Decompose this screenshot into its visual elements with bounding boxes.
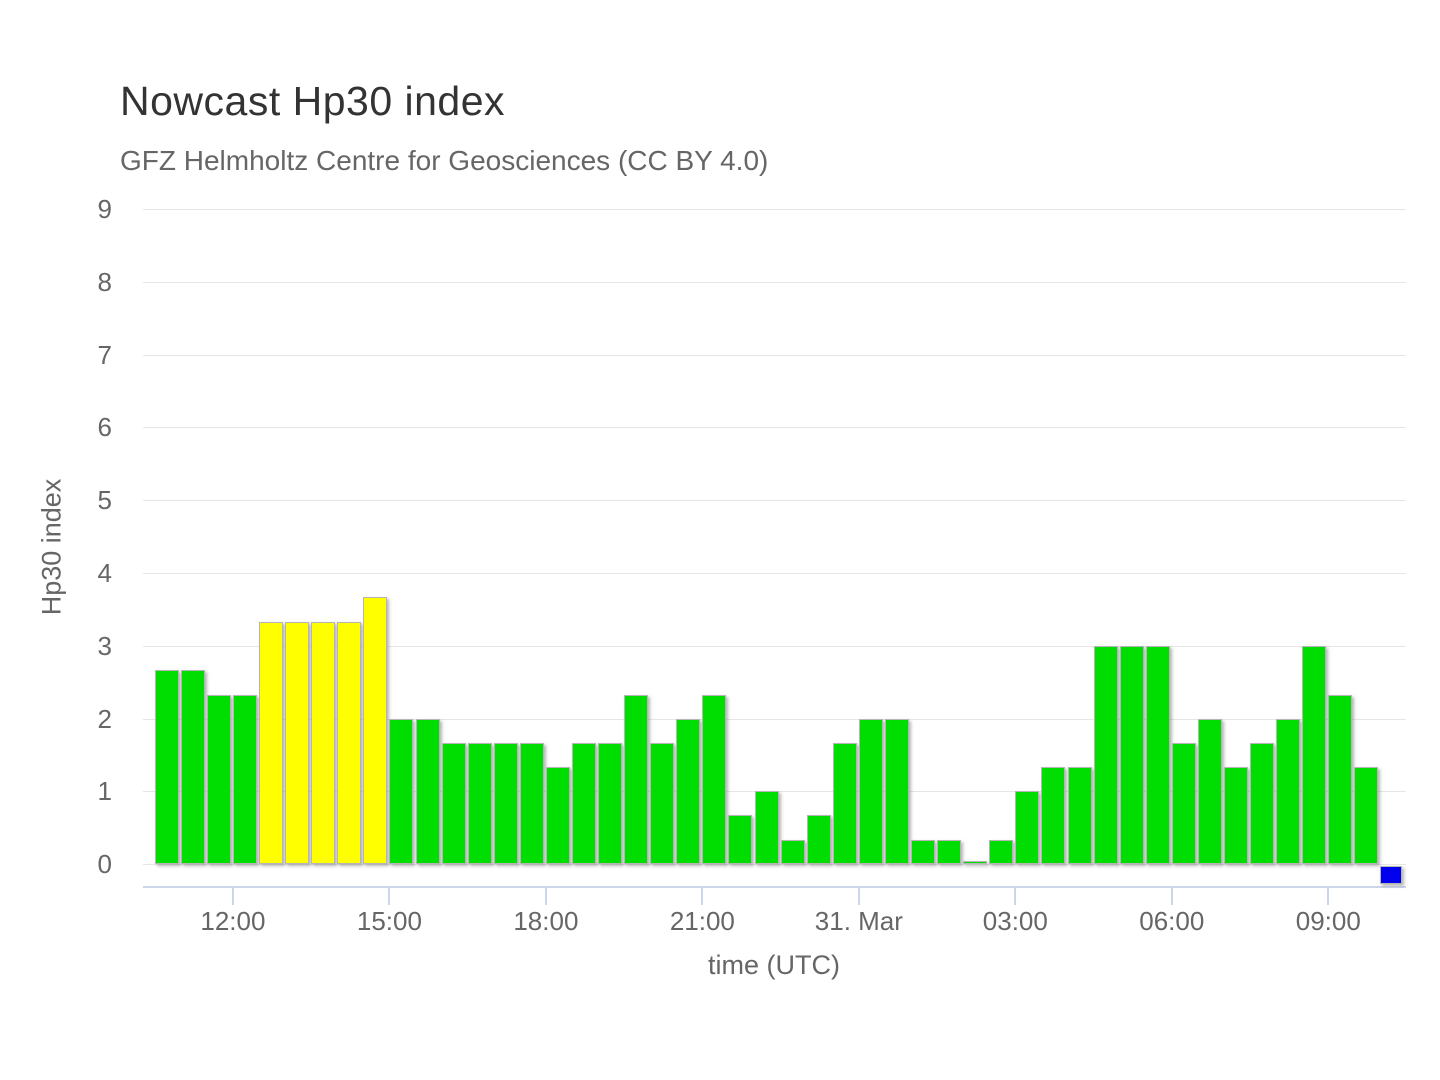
gridline xyxy=(143,354,1406,356)
hp30-bar[interactable] xyxy=(441,742,466,865)
gridline xyxy=(143,645,1406,647)
x-axis-tick-label: 31. Mar xyxy=(814,906,903,936)
hp30-bar[interactable] xyxy=(780,840,805,865)
y-axis-tick-label: 9 xyxy=(97,194,112,224)
hp30-bar[interactable] xyxy=(884,718,909,865)
hp30-bar[interactable] xyxy=(363,597,388,865)
hp30-bar[interactable] xyxy=(1223,767,1248,865)
hp30-bar[interactable] xyxy=(963,861,988,865)
hp30-bar[interactable] xyxy=(858,718,883,865)
hp30-bar[interactable] xyxy=(937,840,962,865)
hp30-bar[interactable] xyxy=(1197,718,1222,865)
x-axis-tick xyxy=(388,888,391,905)
hp30-bar[interactable] xyxy=(676,718,701,865)
hp30-bar[interactable] xyxy=(702,694,727,865)
hp30-bar[interactable] xyxy=(989,840,1014,865)
hp30-bar[interactable] xyxy=(154,669,179,865)
y-axis-tick-label: 1 xyxy=(97,776,112,807)
hp30-bar[interactable] xyxy=(259,621,284,865)
hp30-bar[interactable] xyxy=(1041,767,1066,865)
hp30-bar[interactable] xyxy=(1328,694,1353,865)
hp30-bar[interactable] xyxy=(337,621,362,865)
gridline xyxy=(143,427,1406,429)
x-axis-tick-label: 21:00 xyxy=(669,906,735,936)
y-axis-tick-label: 7 xyxy=(97,339,112,370)
gridline xyxy=(143,718,1406,720)
x-axis-tick-label: 09:00 xyxy=(1295,906,1361,936)
y-axis-tick-label: 5 xyxy=(97,485,112,516)
x-axis-tick xyxy=(1170,888,1173,905)
x-axis-tick xyxy=(231,888,234,905)
hp30-bar[interactable] xyxy=(545,767,570,865)
hp30-bar[interactable] xyxy=(415,718,440,865)
hp30-bar[interactable] xyxy=(206,694,231,865)
x-axis-tick-label: 12:00 xyxy=(200,906,266,936)
plot-area xyxy=(143,209,1406,905)
gridline xyxy=(143,864,1406,866)
hp30-bar[interactable] xyxy=(806,815,831,865)
x-axis-title: time (UTC) xyxy=(708,950,840,980)
y-axis-tick-label: 8 xyxy=(97,266,112,297)
x-axis-tick-label: 03:00 xyxy=(982,906,1048,936)
hp30-bar[interactable] xyxy=(311,621,336,865)
pending-bar[interactable] xyxy=(1380,866,1403,885)
hp30-bar[interactable] xyxy=(1171,742,1196,865)
x-axis-tick-label: 18:00 xyxy=(513,906,579,936)
hp30-bar[interactable] xyxy=(1276,718,1301,865)
gridline xyxy=(143,281,1406,283)
gridline xyxy=(143,209,1406,210)
hp30-bar[interactable] xyxy=(232,694,257,865)
hp30-bar[interactable] xyxy=(911,840,936,865)
hp30-bar[interactable] xyxy=(1015,791,1040,865)
x-axis-tick-label: 15:00 xyxy=(356,906,422,936)
x-axis-line xyxy=(143,886,1406,888)
hp30-bar[interactable] xyxy=(754,791,779,865)
hp30-bar[interactable] xyxy=(180,669,205,865)
chart-title: Nowcast Hp30 index xyxy=(120,78,506,124)
x-axis-tick xyxy=(1014,888,1017,905)
hp30-bar[interactable] xyxy=(389,718,414,865)
hp30-bar[interactable] xyxy=(650,742,675,865)
hp30-bar[interactable] xyxy=(1067,767,1092,865)
hp30-bar[interactable] xyxy=(1093,645,1118,865)
hp30-bar[interactable] xyxy=(571,742,596,865)
chart-subtitle: GFZ Helmholtz Centre for Geosciences (CC… xyxy=(120,145,769,176)
y-axis-tick-label: 2 xyxy=(97,703,112,734)
hp30-bar[interactable] xyxy=(832,742,857,865)
hp30-bar[interactable] xyxy=(1354,767,1379,865)
hp30-bar[interactable] xyxy=(1119,645,1144,865)
hp30-bar[interactable] xyxy=(728,815,753,865)
hp30-bar[interactable] xyxy=(285,621,310,865)
x-axis-tick-label: 06:00 xyxy=(1139,906,1205,936)
x-axis-tick xyxy=(1327,888,1330,905)
y-axis-tick-label: 6 xyxy=(97,412,112,443)
hp30-bar[interactable] xyxy=(624,694,649,865)
y-axis-tick-label: 3 xyxy=(97,630,112,661)
x-axis-tick xyxy=(701,888,704,905)
y-axis-tick-label: 4 xyxy=(97,558,112,588)
x-axis-tick xyxy=(857,888,860,905)
hp30-bar[interactable] xyxy=(1250,742,1275,865)
hp30-bar[interactable] xyxy=(1145,645,1170,865)
x-axis-tick xyxy=(544,888,547,905)
hp30-bar[interactable] xyxy=(598,742,623,865)
gridline xyxy=(143,500,1406,502)
hp30-bar[interactable] xyxy=(467,742,492,865)
y-axis-tick-label: 0 xyxy=(97,849,112,880)
hp30-bar[interactable] xyxy=(1302,645,1327,865)
hp30-bar[interactable] xyxy=(519,742,544,865)
gridline xyxy=(143,573,1406,574)
hp30-bar[interactable] xyxy=(493,742,518,865)
